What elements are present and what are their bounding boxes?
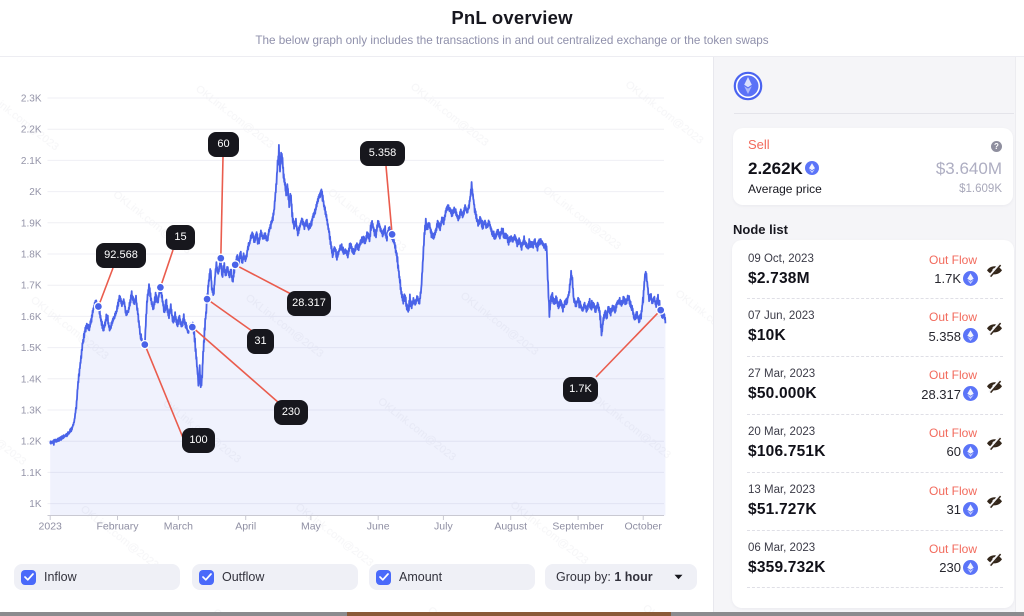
- svg-text:1K: 1K: [29, 499, 42, 510]
- svg-text:September: September: [552, 521, 604, 533]
- svg-text:May: May: [301, 521, 322, 533]
- svg-text:1.6K: 1.6K: [21, 312, 42, 323]
- svg-text:July: July: [434, 521, 453, 533]
- svg-text:1.7K: 1.7K: [21, 281, 42, 292]
- svg-text:2.2K: 2.2K: [21, 125, 42, 136]
- svg-text:2K: 2K: [29, 187, 42, 198]
- svg-text:June: June: [367, 521, 390, 533]
- svg-text:1.8K: 1.8K: [21, 250, 42, 261]
- svg-text:1.5K: 1.5K: [21, 343, 42, 354]
- svg-text:2.3K: 2.3K: [21, 94, 42, 105]
- svg-text:February: February: [96, 521, 139, 533]
- svg-text:1.9K: 1.9K: [21, 218, 42, 229]
- svg-text:1.1K: 1.1K: [21, 468, 42, 479]
- svg-text:March: March: [164, 521, 193, 533]
- svg-text:1.2K: 1.2K: [21, 437, 42, 448]
- svg-text:October: October: [625, 521, 663, 533]
- svg-text:2.1K: 2.1K: [21, 156, 42, 167]
- svg-text:2023: 2023: [39, 521, 63, 533]
- svg-text:1.4K: 1.4K: [21, 374, 42, 385]
- svg-text:1.3K: 1.3K: [21, 406, 42, 417]
- svg-text:August: August: [494, 521, 527, 533]
- svg-text:April: April: [235, 521, 256, 533]
